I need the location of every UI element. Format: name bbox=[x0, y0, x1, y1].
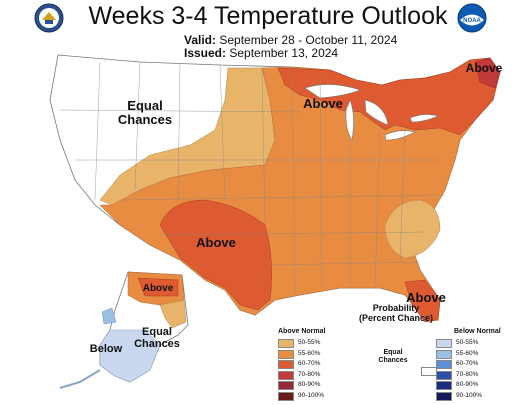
legend-above-swatch-2 bbox=[278, 360, 294, 369]
legend-below-label-2: 60-70% bbox=[456, 360, 479, 367]
lake-michigan bbox=[345, 99, 354, 141]
legend-below-label-3: 70-80% bbox=[456, 370, 479, 378]
valid-label: Valid: bbox=[184, 33, 217, 47]
label-below-alaska: Below bbox=[90, 343, 123, 355]
legend-below-swatch-4 bbox=[436, 381, 452, 390]
label-above-maine: Above bbox=[466, 61, 503, 75]
legend-equal-2: Chances bbox=[378, 357, 408, 364]
alaska-below-55-60 bbox=[101, 307, 117, 325]
label-above-florida: Above bbox=[406, 290, 446, 305]
legend-below-header: Below Normal bbox=[454, 328, 501, 335]
legend-above-swatch-4 bbox=[278, 381, 294, 390]
issued-label: Issued: bbox=[184, 46, 227, 60]
legend-below-label-1: 55-60% bbox=[456, 349, 479, 357]
legend-above-swatch-5 bbox=[278, 391, 294, 401]
noaa-logo-text: NOAA bbox=[463, 18, 481, 24]
legend-below-label-4: 80-90% bbox=[456, 381, 479, 388]
alaska bbox=[59, 271, 189, 389]
legend-above-header: Above Normal bbox=[278, 328, 326, 335]
label-equal-chances-alaska-2: Chances bbox=[134, 338, 180, 350]
region-above-60-70-florida bbox=[404, 279, 441, 323]
alaska-below-50-55 bbox=[99, 329, 161, 383]
legend-below-label-5: 90-100% bbox=[456, 391, 483, 399]
legend: Probability (Percent Chance) Above Norma… bbox=[276, 303, 516, 403]
legend-above-swatch-0 bbox=[278, 339, 294, 348]
state-borders bbox=[59, 61, 446, 296]
legend-title-1: Probability bbox=[372, 303, 420, 313]
alaska-above-50-55 bbox=[159, 299, 187, 329]
legend-below-swatch-5 bbox=[436, 391, 452, 401]
region-above-60-70-texas bbox=[159, 199, 272, 311]
alaska-above-60-70 bbox=[137, 277, 179, 297]
noaa-logo-icon: NOAA bbox=[457, 3, 487, 33]
legend-below-swatch-3 bbox=[436, 370, 452, 380]
label-equal-chances-west-2: Chances bbox=[118, 112, 172, 127]
issued-date: Issued: September 13, 2024 bbox=[184, 46, 338, 60]
region-above-70-80-maine bbox=[474, 57, 501, 89]
legend-above-label-1: 55-60% bbox=[298, 349, 321, 357]
legend-equal-1: Equal bbox=[383, 349, 403, 356]
lake-erie bbox=[384, 130, 416, 141]
valid-dates: Valid: September 28 - October 11, 2024 bbox=[184, 33, 397, 47]
legend-below-swatch-0 bbox=[436, 339, 452, 348]
label-above-great-lakes: Above bbox=[303, 96, 343, 111]
doc-seal-icon bbox=[34, 3, 64, 33]
page-title: Weeks 3-4 Temperature Outlook bbox=[88, 2, 448, 30]
legend-title-2: (Percent Chance) bbox=[358, 313, 434, 323]
legend-above-label-0: 50-55% bbox=[298, 339, 321, 346]
region-above-60-70-northeast bbox=[277, 57, 501, 136]
legend-above-swatch-1 bbox=[278, 349, 294, 359]
lake-superior bbox=[304, 84, 361, 99]
legend-below-label-0: 50-55% bbox=[456, 339, 479, 346]
lake-ontario bbox=[409, 114, 439, 123]
legend-above-label-2: 60-70% bbox=[298, 360, 321, 367]
lake-huron bbox=[364, 99, 389, 126]
legend-above-swatch-3 bbox=[278, 370, 294, 380]
legend-swatch-equal bbox=[421, 367, 437, 376]
legend-below-swatch-2 bbox=[436, 360, 452, 369]
legend-above-label-5: 90-100% bbox=[298, 391, 325, 399]
issued-date-text: September 13, 2024 bbox=[229, 46, 339, 60]
label-above-texas: Above bbox=[196, 235, 236, 250]
region-southeast-50-55 bbox=[384, 199, 441, 259]
legend-above-label-4: 80-90% bbox=[298, 381, 321, 388]
legend-below-swatch-1 bbox=[436, 349, 452, 359]
legend-above-label-3: 70-80% bbox=[298, 370, 321, 378]
alaska-aleutians bbox=[59, 369, 101, 389]
label-equal-chances-west-1: Equal bbox=[127, 98, 162, 113]
label-above-alaska: Above bbox=[143, 283, 174, 294]
valid-dates-text: September 28 - October 11, 2024 bbox=[219, 33, 398, 47]
label-equal-chances-alaska-1: Equal bbox=[142, 326, 172, 338]
